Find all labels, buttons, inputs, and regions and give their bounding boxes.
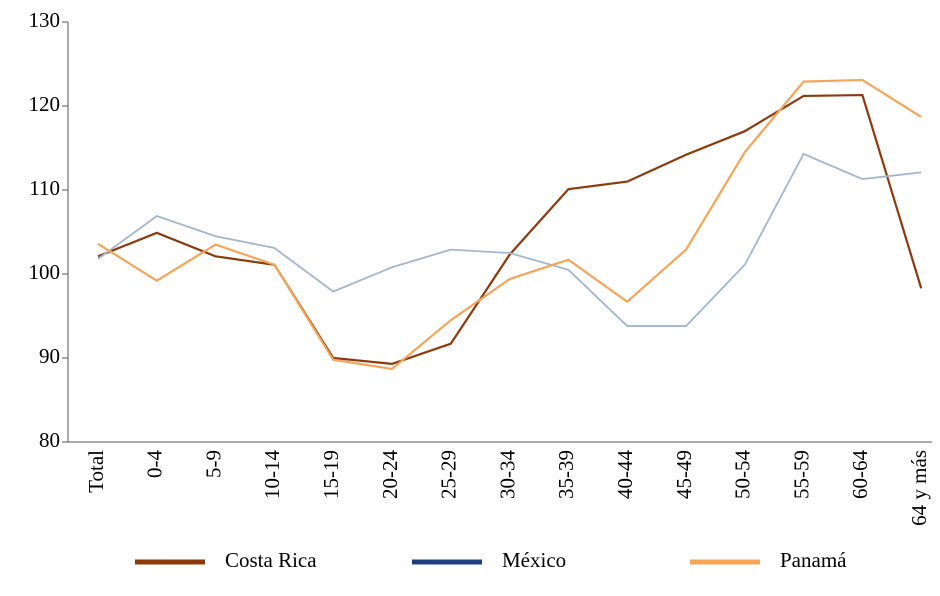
x-tick-label: 10-14 <box>260 450 284 499</box>
x-tick-label: 50-54 <box>731 450 755 499</box>
y-tick-label: 90 <box>39 344 60 368</box>
series-line <box>97 93 923 365</box>
series-line <box>97 152 922 327</box>
legend-label: Costa Rica <box>225 548 317 572</box>
x-tick-label: 0-4 <box>143 450 167 478</box>
y-tick-label: 110 <box>29 176 60 200</box>
series-line <box>97 78 922 371</box>
legend-label: México <box>502 548 566 572</box>
x-tick-label: 35-39 <box>554 450 578 499</box>
x-tick-label: 15-19 <box>319 450 343 499</box>
x-tick-label: 20-24 <box>378 450 402 499</box>
x-tick-label: 55-59 <box>789 450 813 499</box>
x-tick-label: 64 y más <box>907 450 931 526</box>
x-tick-label: 45-49 <box>672 450 696 499</box>
x-tick-label: 25-29 <box>437 450 461 499</box>
y-tick-label: 80 <box>39 428 60 452</box>
x-tick-label: 30-34 <box>495 450 519 499</box>
x-tick-label: 40-44 <box>613 450 637 499</box>
x-tick-label: 5-9 <box>201 450 225 478</box>
y-tick-label: 130 <box>29 8 61 32</box>
legend-label: Panamá <box>780 548 847 572</box>
y-tick-label: 120 <box>29 92 61 116</box>
x-tick-label: 60-64 <box>848 450 872 499</box>
y-tick-label: 100 <box>29 260 61 284</box>
x-tick-label: Total <box>84 450 108 493</box>
